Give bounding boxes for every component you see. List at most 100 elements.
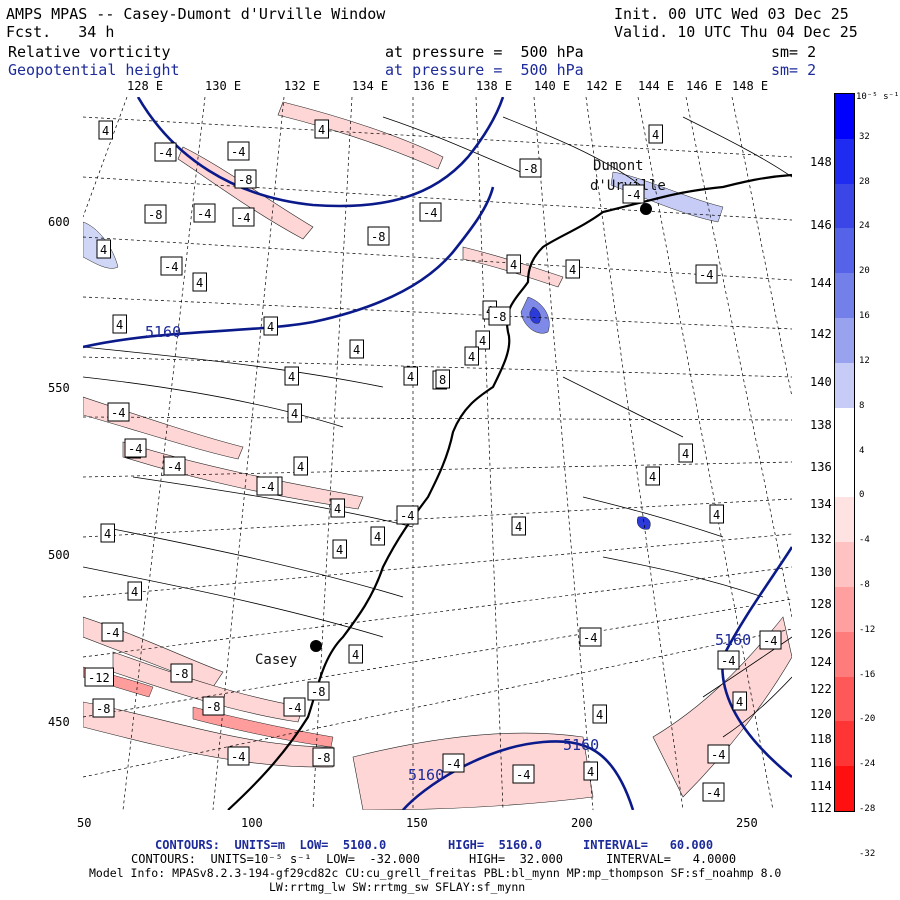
colorbar-cell [835, 318, 854, 364]
lon-label: 132 E [284, 79, 321, 93]
colorbar-cell [835, 766, 854, 812]
vorticity-label: 4 [349, 339, 364, 359]
footer-model-info-2: LW:rrtmg_lw SW:rrtmg_sw SFLAY:sf_mynn [269, 880, 526, 894]
svg-text:4: 4 [288, 370, 295, 384]
vorticity-label: 4 [284, 366, 299, 386]
vorticity-label: 4 [506, 254, 521, 274]
vorticity-label: -8 [234, 169, 257, 189]
lon-label: 130 E [205, 79, 242, 93]
colorbar-label: -28 [859, 804, 876, 814]
svg-text:4: 4 [336, 543, 343, 557]
colorbar-label: -20 [859, 714, 876, 725]
lon-label: 140 E [534, 79, 571, 93]
field1-level: at pressure = 500 hPa [385, 43, 584, 61]
svg-text:-4: -4 [167, 460, 181, 474]
svg-text:4: 4 [468, 350, 475, 364]
vorticity-label: -4 [101, 622, 124, 642]
svg-text:4: 4 [649, 470, 656, 484]
colorbar-cell [835, 586, 854, 633]
colorbar-label: 4 [859, 445, 865, 456]
lon-label: 144 E [638, 79, 675, 93]
y-axis-label: 550 [48, 381, 70, 395]
vorticity-label: -4 [396, 505, 419, 525]
footer-vort-contours: CONTOURS: UNITS=10⁻⁵ s⁻¹ LOW= -32.000 [131, 852, 420, 866]
colorbar-cell [835, 228, 854, 274]
lon-label: 146 E [686, 79, 723, 93]
svg-text:4: 4 [334, 502, 341, 516]
vorticity-label: -4 [759, 630, 782, 650]
negative-vorticity-shading [83, 101, 792, 810]
vorticity-label: -4 [283, 697, 306, 717]
colorbar-unit: 10⁻⁵ s⁻¹ [856, 92, 900, 102]
svg-text:4: 4 [682, 447, 689, 461]
svg-text:-4: -4 [446, 757, 460, 771]
vorticity-label: -4 [232, 207, 255, 227]
x-axis-label: 200 [571, 816, 593, 830]
vorticity-label: -12 [84, 667, 114, 687]
vorticity-label: -8 [92, 698, 115, 718]
svg-text:4: 4 [407, 370, 414, 384]
vorticity-label: 4 [565, 259, 580, 279]
svg-text:-8: -8 [238, 173, 252, 187]
vorticity-label: 4 [348, 644, 363, 664]
svg-text:-8: -8 [96, 702, 110, 716]
vorticity-label: -4 [707, 744, 730, 764]
lon-label: 134 E [352, 79, 389, 93]
svg-text:4: 4 [569, 263, 576, 277]
svg-text:4: 4 [515, 520, 522, 534]
svg-text:-4: -4 [711, 748, 725, 762]
colorbar-label: -4 [859, 535, 870, 546]
vorticity-label: 4 [330, 498, 345, 518]
valid-time: Valid. 10 UTC Thu 04 Dec 25 [614, 23, 858, 41]
colorbar-cell [835, 631, 854, 678]
svg-text:-8: -8 [311, 685, 325, 699]
vorticity-label: -8 [488, 306, 511, 326]
vorticity-label: -4 [107, 402, 130, 422]
lon-label: 136 E [413, 79, 450, 93]
lon-label: 148 E [732, 79, 769, 93]
vorticity-label: -8 [170, 663, 193, 683]
svg-text:4: 4 [196, 276, 203, 290]
footer-height-high: HIGH= 5160.0 [448, 838, 542, 852]
casey-label: Casey [255, 652, 297, 668]
vorticity-label: 4 [112, 314, 127, 334]
vorticity-label: -4 [227, 746, 250, 766]
coastline [227, 173, 792, 810]
dumont-label-1: Dumont [593, 158, 644, 174]
vorticity-label: -8 [202, 696, 225, 716]
vorticity-label: -4 [154, 142, 177, 162]
colorbar-label: 28 [859, 176, 870, 187]
vorticity-label: -4 [160, 256, 183, 276]
vorticity-label: 4 [192, 272, 207, 292]
colorbar-label: -12 [859, 624, 876, 635]
lon-label: 138 E [476, 79, 513, 93]
vorticity-label: -4 [512, 764, 535, 784]
colorbar-cell [835, 273, 854, 319]
vorticity-label: -4 [256, 476, 279, 496]
colorbar-cell [835, 542, 854, 588]
svg-text:-8: -8 [148, 208, 162, 222]
colorbar-cell [835, 183, 854, 229]
vorticity-label: 4 [592, 704, 607, 724]
colorbar-label: 12 [859, 355, 870, 366]
vorticity-label: -4 [124, 438, 147, 458]
svg-text:-4: -4 [158, 146, 172, 160]
vorticity-label: 4 [332, 539, 347, 559]
vorticity-label: -4 [717, 650, 740, 670]
colorbar-cell [835, 721, 854, 767]
field1-name: Relative vorticity [8, 43, 171, 61]
height-label: 5160 [408, 766, 444, 784]
colorbar-label: -16 [859, 669, 876, 680]
height-labels: 5160 5160 5160 5160 [145, 323, 751, 784]
vorticity-label: -4 [193, 203, 216, 223]
colorbar-cell [835, 138, 854, 185]
colorbar-label: -8 [859, 579, 870, 590]
svg-text:4: 4 [318, 123, 325, 137]
lon-label: 128 E [127, 79, 164, 93]
svg-text:-4: -4 [721, 654, 735, 668]
height-label: 5160 [563, 736, 599, 754]
vorticity-label: 4 [583, 761, 598, 781]
colorbar-label: 20 [859, 266, 870, 277]
svg-text:-12: -12 [88, 671, 110, 685]
footer-model-info: Model Info: MPASv8.2.3-194-gf29cd82c CU:… [89, 866, 782, 880]
